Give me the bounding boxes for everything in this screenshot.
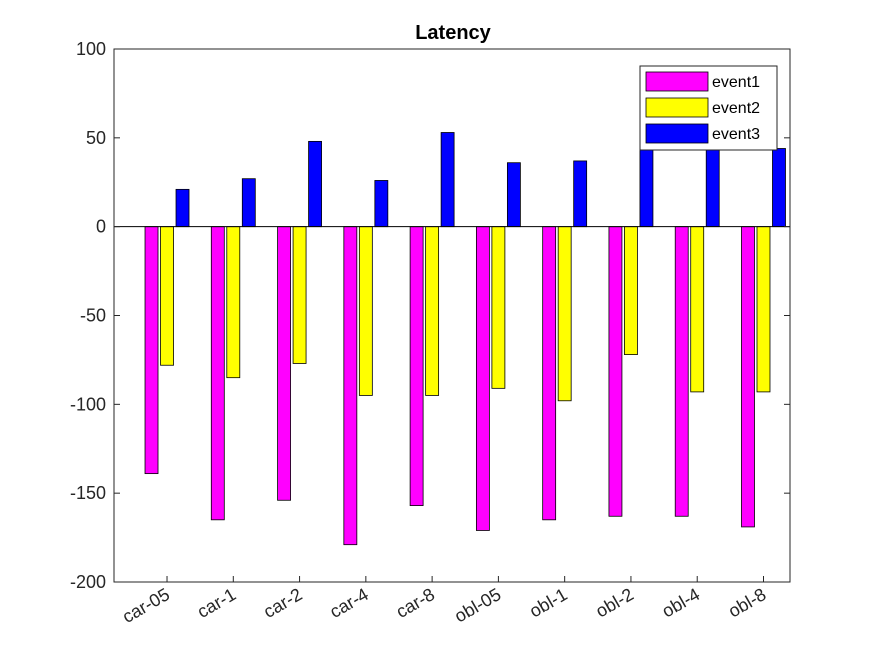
legend-swatch-event1 xyxy=(645,71,709,92)
bar-event3-obl-05 xyxy=(506,162,521,228)
bar-event2-obl-05 xyxy=(491,226,506,389)
bar-event2-car-8 xyxy=(425,226,440,396)
x-tick-label-obl-8: obl-8 xyxy=(725,584,770,621)
x-tick-label-obl-1: obl-1 xyxy=(526,584,571,621)
legend-swatch-event2 xyxy=(645,97,709,118)
legend-label-event1: event1 xyxy=(712,74,760,91)
y-tick-label: 0 xyxy=(96,217,106,237)
bar-event2-obl-4 xyxy=(690,226,705,393)
bar-event1-car-4 xyxy=(343,226,358,546)
bar-event1-car-1 xyxy=(210,226,225,521)
legend: event1 event2 event3 xyxy=(639,65,778,151)
bar-event2-obl-8 xyxy=(756,226,771,393)
legend-swatch-event3 xyxy=(645,123,709,144)
bar-event1-car-2 xyxy=(277,226,291,501)
bar-event3-obl-8 xyxy=(772,148,786,228)
legend-label-event2: event2 xyxy=(712,100,760,117)
bar-event1-obl-05 xyxy=(475,226,490,531)
x-tick-label-car-4: car-4 xyxy=(326,584,372,622)
bar-event2-car-4 xyxy=(358,226,373,396)
bar-event1-obl-4 xyxy=(674,226,689,517)
bar-event2-car-1 xyxy=(226,226,241,379)
bar-event3-car-8 xyxy=(440,132,455,228)
bar-group xyxy=(144,132,786,546)
bar-event1-car-05 xyxy=(144,226,159,475)
y-tick-label: -100 xyxy=(70,394,106,414)
bar-event1-obl-8 xyxy=(741,226,755,528)
x-tick-label-car-2: car-2 xyxy=(260,584,306,622)
bar-event2-car-2 xyxy=(292,226,307,364)
bar-event2-obl-2 xyxy=(624,226,638,355)
bar-event1-obl-1 xyxy=(542,226,557,521)
bar-event3-obl-4 xyxy=(705,148,720,228)
bar-event3-car-4 xyxy=(374,180,389,228)
x-tick-label-obl-05: obl-05 xyxy=(451,584,504,626)
x-tick-label-car-1: car-1 xyxy=(194,584,240,622)
y-tick-label: -50 xyxy=(80,306,106,326)
bar-event3-car-05 xyxy=(175,188,190,228)
bar-event1-obl-2 xyxy=(608,226,623,517)
bar-event3-obl-1 xyxy=(573,160,588,228)
bar-event1-car-8 xyxy=(409,226,424,507)
bar-event3-car-1 xyxy=(241,178,256,228)
y-axis: 100 50 0 -50 -100 -150 -200 xyxy=(70,39,790,592)
y-tick-label: 50 xyxy=(86,128,106,148)
y-tick-label: 100 xyxy=(76,39,106,59)
bar-event3-car-2 xyxy=(308,140,322,228)
legend-label-event3: event3 xyxy=(712,126,760,143)
y-tick-label: -150 xyxy=(70,483,106,503)
y-tick-label: -200 xyxy=(70,572,106,592)
x-tick-label-car-8: car-8 xyxy=(393,584,439,622)
bar-event2-car-05 xyxy=(160,226,174,366)
x-axis: car-05 car-1 car-2 car-4 car-8 obl-05 obl-1 obl… xyxy=(119,576,770,627)
x-tick-label-obl-4: obl-4 xyxy=(659,584,704,621)
chart-title: Latency xyxy=(415,22,491,44)
bar-event3-obl-2 xyxy=(639,146,654,228)
x-tick-label-obl-2: obl-2 xyxy=(592,584,637,621)
bar-event2-obl-1 xyxy=(557,226,572,402)
x-tick-label-car-05: car-05 xyxy=(119,584,173,627)
